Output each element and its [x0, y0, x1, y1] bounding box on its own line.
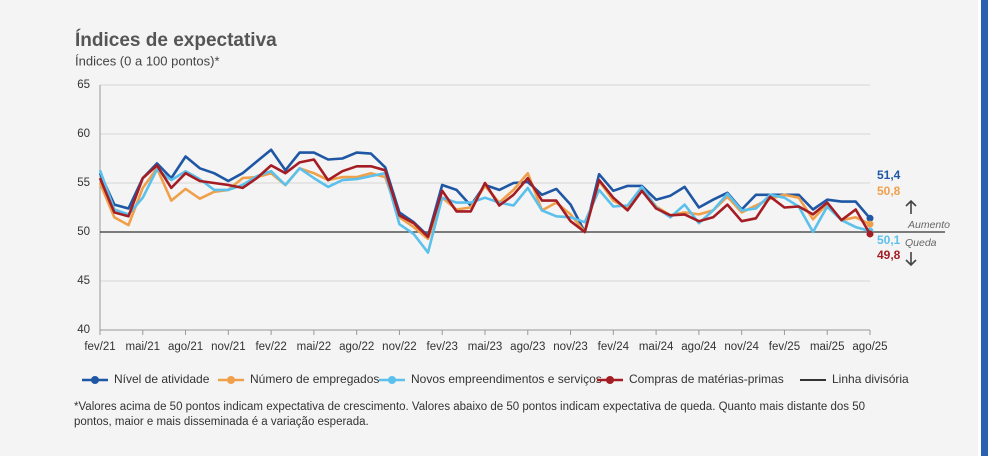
series-line: [98, 167, 871, 254]
side-bar: [981, 0, 988, 456]
x-tick-label: ago/23: [510, 341, 545, 353]
value-label: 50,1: [877, 233, 901, 247]
x-tick-label: ago/21: [168, 341, 203, 353]
legend-label: Número de empregados: [250, 372, 379, 386]
annotation: Queda: [905, 237, 937, 249]
annotation: Aumento: [907, 219, 950, 231]
legend-marker: [606, 376, 614, 384]
x-tick-label: mai/23: [468, 341, 503, 353]
legend-label: Nível de atividade: [114, 372, 210, 386]
chart-subtitle: Índices (0 a 100 pontos)*: [75, 53, 220, 68]
legend-marker: [388, 376, 396, 384]
legend-label: Novos empreendimentos e serviços: [411, 372, 602, 386]
footnote: *Valores acima de 50 pontos indicam expe…: [74, 401, 865, 428]
series-line: [98, 158, 872, 239]
y-tick-label: 60: [77, 128, 90, 140]
x-tick-label: fev/24: [598, 341, 630, 353]
x-tick-label: fev/25: [769, 341, 800, 353]
legend-label: Compras de matérias-primas: [629, 372, 784, 386]
x-tick-label: fev/21: [84, 341, 115, 353]
x-tick-label: mai/21: [126, 341, 161, 353]
x-tick-label: nov/23: [553, 341, 588, 353]
value-label: 49,8: [877, 248, 901, 262]
x-tick-label: fev/23: [427, 341, 458, 353]
x-tick-label: mai/25: [810, 341, 845, 353]
value-label: 51,4: [877, 168, 901, 182]
end-marker: [866, 230, 874, 238]
y-tick-label: 40: [77, 324, 90, 336]
down-arrow: [905, 252, 917, 267]
end-marker: [866, 214, 874, 222]
y-tick-label: 45: [77, 275, 90, 287]
end-marker: [866, 220, 874, 228]
x-tick-label: mai/24: [639, 341, 674, 353]
x-tick-label: ago/24: [681, 341, 717, 353]
legend-marker: [91, 376, 99, 384]
y-tick-label: 50: [77, 226, 90, 238]
x-tick-label: ago/25: [852, 341, 887, 353]
chart-title: Índices de expectativa: [75, 29, 277, 51]
y-tick-label: 55: [77, 177, 90, 189]
y-tick-label: 65: [77, 79, 90, 91]
x-tick-label: nov/24: [724, 341, 759, 353]
value-label: 50,8: [877, 184, 901, 198]
legend-marker: [227, 376, 235, 384]
series-line: [98, 167, 871, 241]
x-tick-label: fev/22: [255, 341, 286, 353]
legend-label: Linha divisória: [832, 372, 909, 386]
x-tick-label: nov/21: [211, 341, 246, 353]
x-tick-label: nov/22: [382, 341, 417, 353]
x-tick-label: ago/22: [339, 341, 374, 353]
x-tick-label: mai/22: [297, 341, 332, 353]
up-arrow: [905, 199, 917, 214]
